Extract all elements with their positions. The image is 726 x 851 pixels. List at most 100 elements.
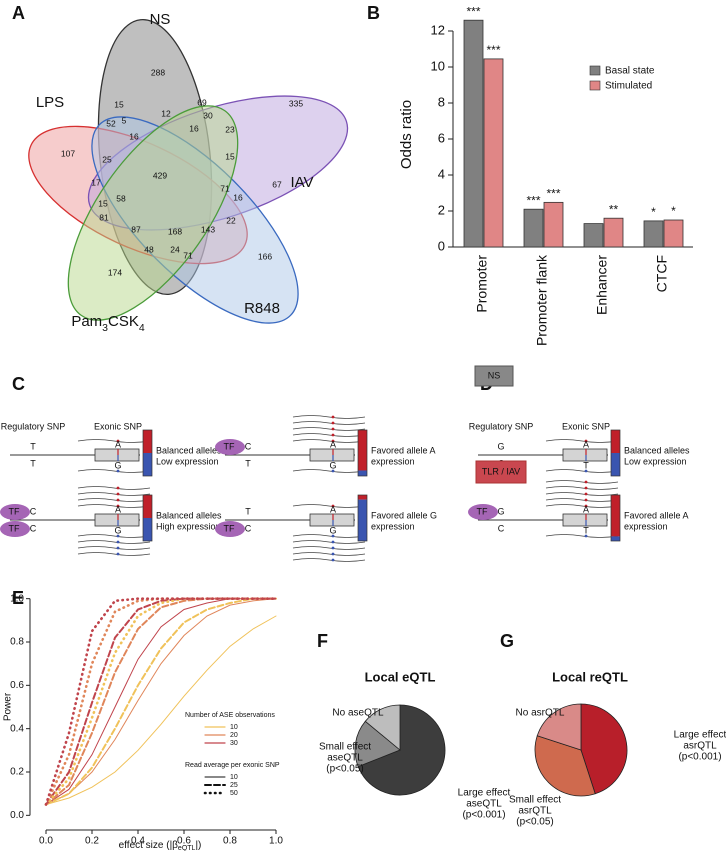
x-tick-label: 0.6 — [177, 836, 191, 847]
venn-count: 168 — [168, 226, 182, 236]
exonic-allele: G — [329, 460, 336, 470]
venn-count: 69 — [197, 97, 207, 107]
power-curve — [45, 598, 277, 805]
regulatory-allele: T — [245, 506, 251, 516]
bar — [583, 223, 604, 248]
venn-count: 429 — [153, 170, 167, 180]
x-tick-label: 1.0 — [269, 836, 283, 847]
expression-bar-blue — [611, 536, 620, 541]
venn-count: 15 — [225, 151, 235, 161]
description: Balanced alleles — [156, 445, 222, 455]
venn-set-label-part: Pam — [71, 313, 102, 330]
read-allele — [116, 504, 120, 508]
read — [77, 552, 151, 556]
read-allele — [331, 504, 335, 508]
venn-count: 58 — [116, 193, 126, 203]
read — [292, 433, 366, 437]
venn-count: 16 — [189, 123, 199, 133]
read — [292, 546, 366, 550]
exonic-allele: A — [330, 504, 336, 514]
read-allele — [584, 480, 588, 484]
tf-blob — [0, 504, 30, 520]
venn-count: 16 — [129, 131, 139, 141]
exonic-allele: A — [583, 504, 589, 514]
power-curve — [44, 597, 278, 806]
read-allele — [116, 534, 120, 538]
pie-label: aseQTL — [327, 753, 363, 764]
read — [545, 492, 619, 496]
power-curve — [45, 615, 277, 805]
read-allele — [116, 439, 120, 443]
pie-label: (p<0.05) — [516, 817, 554, 828]
expression-bar-blue — [143, 518, 152, 541]
venn-count: 48 — [144, 244, 154, 254]
read-allele — [584, 492, 588, 496]
venn-count: 87 — [131, 224, 141, 234]
read-allele — [331, 552, 335, 556]
read-allele — [116, 546, 120, 550]
read — [77, 492, 151, 496]
tf-blob — [215, 439, 245, 455]
x-tick-label: 0.0 — [39, 836, 53, 847]
read — [77, 504, 151, 508]
description: Balanced alleles — [624, 445, 690, 455]
y-tick-label: 6 — [438, 130, 445, 145]
legend-label: 10 — [230, 724, 238, 731]
description: Favored allele A — [371, 445, 436, 455]
significance-label: * — [671, 204, 676, 218]
pie-label: Large effect — [458, 788, 511, 799]
read-allele — [331, 546, 335, 550]
exonic-allele: A — [115, 439, 121, 449]
pie-label: (p<0.001) — [678, 752, 721, 763]
venn-count: 30 — [203, 110, 213, 120]
y-tick-label: 0.6 — [10, 680, 24, 691]
pie-slice — [364, 704, 401, 751]
panel-label: B — [367, 3, 380, 23]
description: Balanced alleles — [156, 510, 222, 520]
pie-slice — [536, 703, 582, 751]
regulatory-allele: C — [245, 523, 252, 533]
x-tick-label: 0.4 — [131, 836, 145, 847]
significance-label: ** — [609, 202, 619, 216]
venn-set-label-part: R848 — [244, 300, 280, 317]
venn-count: 166 — [258, 251, 272, 261]
exonic-allele: A — [115, 504, 121, 514]
tf-blob — [0, 521, 30, 537]
exonic-allele: G — [329, 525, 336, 535]
venn-set-label-part: IAV — [290, 174, 313, 191]
y-axis-label: Power — [3, 692, 14, 721]
read-allele — [584, 498, 588, 502]
bar — [603, 217, 624, 248]
read — [292, 540, 366, 544]
read — [77, 546, 151, 550]
expression-bar-red — [611, 430, 620, 453]
venn-set-label: NS — [150, 11, 171, 28]
significance-label: *** — [546, 187, 560, 201]
pie-label: aseQTL — [466, 799, 502, 810]
regulatory-allele: C — [30, 506, 37, 516]
venn-count: 12 — [161, 108, 171, 118]
read — [292, 439, 366, 443]
x-axis-label-part: eQTL — [178, 845, 196, 851]
read — [545, 498, 619, 502]
venn-set-label-part: CSK — [108, 313, 139, 330]
panel-label: A — [12, 3, 25, 23]
read-allele — [116, 492, 120, 496]
exon-box — [94, 448, 140, 462]
condition-box — [475, 460, 527, 484]
y-axis-label: Odds ratio — [398, 100, 415, 169]
regulatory-allele: C — [498, 523, 505, 533]
read — [292, 415, 366, 419]
pie-slice — [580, 703, 628, 795]
venn-set-label-part: LPS — [36, 94, 64, 111]
read — [292, 427, 366, 431]
read-allele — [331, 439, 335, 443]
venn-set-label-part: 3 — [102, 322, 108, 334]
venn-count: 16 — [233, 192, 243, 202]
panel-label: E — [12, 588, 24, 608]
tf-label: TF — [224, 523, 235, 533]
y-tick-label: 0.4 — [10, 723, 24, 734]
read-allele — [116, 552, 120, 556]
venn-set-label: Pam3CSK4 — [71, 313, 145, 334]
